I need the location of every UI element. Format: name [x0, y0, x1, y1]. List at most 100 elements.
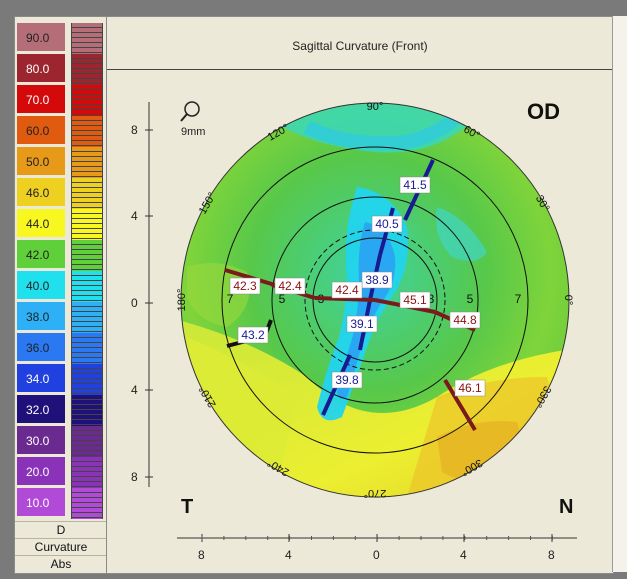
- angle-label: 0°: [562, 295, 574, 306]
- ring-label: 5: [467, 292, 474, 306]
- reading-value: 42.4: [335, 283, 359, 297]
- legend-tick-strip: [71, 116, 103, 147]
- bottom-axis-tick-label: 8: [198, 548, 205, 562]
- legend-step-value: 46.0: [26, 186, 50, 200]
- legend-tick-strip: [71, 85, 103, 116]
- reading-value: 39.1: [350, 317, 374, 331]
- ring-label: 7: [515, 292, 522, 306]
- legend-color-step: 30.0: [17, 426, 65, 454]
- bottom-axis-tick-label: 0: [373, 548, 380, 562]
- legend-step-value: 32.0: [26, 403, 50, 417]
- bottom-axis-tick-label: 4: [460, 548, 467, 562]
- legend-tick-strip: [71, 426, 103, 457]
- legend-color-step: 42.0: [17, 240, 65, 268]
- legend-step-value: 44.0: [26, 217, 50, 231]
- legend-color-step: 10.0: [17, 488, 65, 516]
- legend-tick-strip: [71, 333, 103, 364]
- title-divider: [107, 69, 613, 70]
- reading-value: 46.1: [458, 381, 482, 395]
- legend-tick-strip: [71, 488, 103, 519]
- reading-box: [371, 215, 403, 233]
- legend-step-value: 20.0: [26, 465, 50, 479]
- legend-color-step: 80.0: [17, 54, 65, 82]
- legend-tick-strip: [71, 395, 103, 426]
- reading-value: 42.3: [233, 279, 257, 293]
- legend-label-curvature: Curvature: [15, 538, 107, 555]
- reading-value: 42.4: [278, 279, 302, 293]
- legend-tick-strip: [71, 457, 103, 488]
- ring-label: 3: [428, 292, 435, 306]
- angle-label: 180°: [176, 289, 188, 312]
- reading-value: 39.8: [335, 373, 359, 387]
- legend-color-step: 36.0: [17, 333, 65, 361]
- side-scrollbar[interactable]: [612, 16, 627, 572]
- legend-color-step: 34.0: [17, 364, 65, 392]
- reading-box: [454, 379, 486, 397]
- legend-tick-strip: [71, 240, 103, 271]
- left-axis-tick-label: 4: [131, 383, 138, 397]
- bottom-axis-tick-label: 8: [548, 548, 555, 562]
- reading-value: 41.5: [403, 178, 427, 192]
- legend-color-step: 44.0: [17, 209, 65, 237]
- legend-color-step: 60.0: [17, 116, 65, 144]
- ring-label: 5: [279, 292, 286, 306]
- legend-step-value: 36.0: [26, 341, 50, 355]
- reading-box: [346, 315, 378, 333]
- zoom-icon: [184, 101, 200, 117]
- legend-color-step: 38.0: [17, 302, 65, 330]
- zoom-label: 9mm: [181, 126, 205, 138]
- map-panel: Sagittal Curvature (Front): [106, 16, 614, 574]
- legend-step-value: 80.0: [26, 62, 50, 76]
- legend-label-abs: Abs: [15, 555, 107, 572]
- color-scale-legend: 90.0 80.0 70.0 60.0 50.0 46.0 44.0 42.0 40.0 38.0…: [14, 16, 108, 574]
- reading-box: [331, 281, 363, 299]
- eye-label: OD: [527, 99, 560, 124]
- legend-step-value: 30.0: [26, 434, 50, 448]
- legend-tick-strip: [71, 364, 103, 395]
- legend-tick-strip: [71, 23, 103, 54]
- reading-value: 43.2: [241, 328, 265, 342]
- reading-value: 45.1: [403, 293, 427, 307]
- reading-box: [237, 326, 269, 344]
- reading-value: 38.9: [365, 273, 389, 287]
- flat-meridian-outer-right: [443, 378, 477, 432]
- nasal-label: N: [559, 496, 573, 518]
- legend-color-step: 32.0: [17, 395, 65, 423]
- reading-box: [399, 176, 431, 194]
- reading-box: [229, 277, 261, 295]
- legend-tick-strip: [71, 147, 103, 178]
- ring-label: 7: [227, 292, 234, 306]
- legend-step-value: 60.0: [26, 124, 50, 138]
- reading-value: 44.8: [453, 313, 477, 327]
- flat-meridian-outer-left: [224, 268, 276, 287]
- reading-box: [399, 291, 431, 309]
- legend-tick-strip: [71, 302, 103, 333]
- flat-meridian-inner-left: [314, 296, 376, 302]
- angle-label: 270°: [364, 487, 387, 499]
- legend-color-step: 40.0: [17, 271, 65, 299]
- legend-color-step: 20.0: [17, 457, 65, 485]
- reading-box: [331, 371, 363, 389]
- reading-box: [449, 311, 481, 329]
- reading-value: 40.5: [375, 217, 399, 231]
- angle-label: 90°: [367, 101, 384, 113]
- left-axis-tick-label: 0: [131, 296, 138, 310]
- legend-color-step: 46.0: [17, 178, 65, 206]
- legend-step-value: 50.0: [26, 155, 50, 169]
- bottom-axis-tick-label: 4: [285, 548, 292, 562]
- zoom-icon-handle: [180, 113, 188, 122]
- legend-tick-strip: [71, 178, 103, 209]
- map-title: Sagittal Curvature (Front): [292, 39, 428, 53]
- reading-box: [274, 277, 306, 295]
- legend-step-value: 70.0: [26, 93, 50, 107]
- legend-step-value: 10.0: [26, 496, 50, 510]
- legend-tick-strip: [71, 209, 103, 240]
- legend-step-value: 38.0: [26, 310, 50, 324]
- legend-color-step: 90.0: [17, 23, 65, 51]
- left-axis-tick-label: 4: [131, 209, 138, 223]
- legend-step-value: 90.0: [26, 31, 50, 45]
- legend-color-step: 70.0: [17, 85, 65, 113]
- legend-tick-strip: [71, 271, 103, 302]
